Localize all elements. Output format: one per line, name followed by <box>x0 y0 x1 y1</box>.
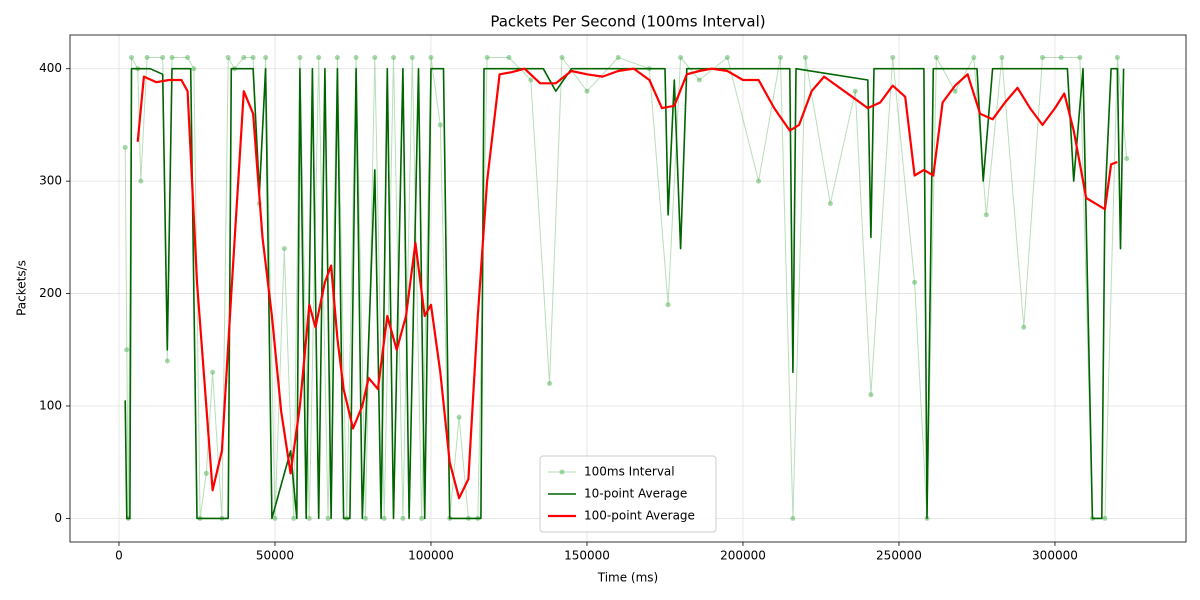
data-point <box>868 392 874 398</box>
x-axis-label: Time (ms) <box>597 571 659 585</box>
data-point <box>615 54 621 60</box>
data-point <box>325 515 331 521</box>
data-point <box>777 54 783 60</box>
legend-label: 10-point Average <box>584 487 687 501</box>
data-point <box>160 54 166 60</box>
data-point <box>124 347 130 353</box>
plot-area <box>122 54 1130 521</box>
data-point <box>381 515 387 521</box>
data-point <box>1114 54 1120 60</box>
y-tick-label: 200 <box>39 286 62 300</box>
data-point <box>241 54 247 60</box>
data-point <box>1102 515 1108 521</box>
data-point <box>933 54 939 60</box>
data-point <box>756 178 762 184</box>
data-point <box>210 369 216 375</box>
data-point <box>456 414 462 420</box>
data-point <box>169 54 175 60</box>
data-point <box>678 54 684 60</box>
y-tick-label: 0 <box>54 511 62 525</box>
x-tick-label: 0 <box>115 549 123 563</box>
data-point <box>999 54 1005 60</box>
data-point <box>528 77 534 83</box>
data-point <box>559 54 565 60</box>
data-point <box>971 54 977 60</box>
data-point <box>225 54 231 60</box>
data-point <box>250 54 256 60</box>
data-point <box>1077 54 1083 60</box>
series-line <box>124 67 1125 520</box>
data-point <box>852 88 858 94</box>
data-point <box>306 515 312 521</box>
series-line <box>136 67 1118 500</box>
data-point <box>272 515 278 521</box>
data-point <box>203 470 209 476</box>
x-tick-label: 50000 <box>256 549 294 563</box>
data-point <box>1124 156 1130 162</box>
x-tick-label: 250000 <box>876 549 922 563</box>
legend-label: 100-point Average <box>584 509 695 523</box>
data-point <box>334 54 340 60</box>
data-point <box>263 54 269 60</box>
data-point <box>391 54 397 60</box>
data-point <box>506 54 512 60</box>
y-tick-label: 100 <box>39 398 62 412</box>
legend-label: 100ms Interval <box>584 465 675 479</box>
legend-box <box>539 455 717 533</box>
data-point <box>144 54 150 60</box>
x-tick-label: 150000 <box>564 549 610 563</box>
data-point <box>128 54 134 60</box>
data-point <box>428 54 434 60</box>
data-point <box>122 144 128 150</box>
axes-frame <box>69 34 1187 543</box>
x-tick-label: 100000 <box>408 549 454 563</box>
data-point <box>983 212 989 218</box>
data-point <box>790 515 796 521</box>
data-point <box>584 88 590 94</box>
data-point <box>1039 54 1045 60</box>
data-point <box>827 201 833 207</box>
data-point <box>1021 324 1027 330</box>
data-point <box>138 178 144 184</box>
data-point <box>281 246 287 252</box>
y-axis-label: Packets/s <box>15 260 29 316</box>
series-line <box>124 57 1128 519</box>
data-point <box>484 54 490 60</box>
data-point <box>724 54 730 60</box>
data-point <box>164 358 170 364</box>
data-point <box>419 515 425 521</box>
data-point <box>316 54 322 60</box>
chart-title: Packets Per Second (100ms Interval) <box>490 13 765 31</box>
data-point <box>297 54 303 60</box>
data-point <box>409 54 415 60</box>
x-tick-label: 300000 <box>1032 549 1078 563</box>
data-point <box>291 515 297 521</box>
data-point <box>1058 54 1064 60</box>
data-point <box>437 122 443 128</box>
data-point <box>696 77 702 83</box>
data-point <box>372 54 378 60</box>
legend-marker <box>559 469 565 475</box>
data-point <box>802 54 808 60</box>
data-point <box>191 66 197 72</box>
y-tick-label: 400 <box>39 61 62 75</box>
x-tick-label: 200000 <box>720 549 766 563</box>
data-point <box>362 515 368 521</box>
data-point <box>547 380 553 386</box>
data-point <box>952 88 958 94</box>
data-point <box>353 54 359 60</box>
data-point <box>400 515 406 521</box>
data-point <box>185 54 191 60</box>
y-tick-label: 300 <box>39 174 62 188</box>
data-point <box>665 302 671 308</box>
legend: 100ms Interval 10-point Average 100-point … <box>539 455 717 533</box>
data-point <box>890 54 896 60</box>
data-point <box>912 279 918 285</box>
